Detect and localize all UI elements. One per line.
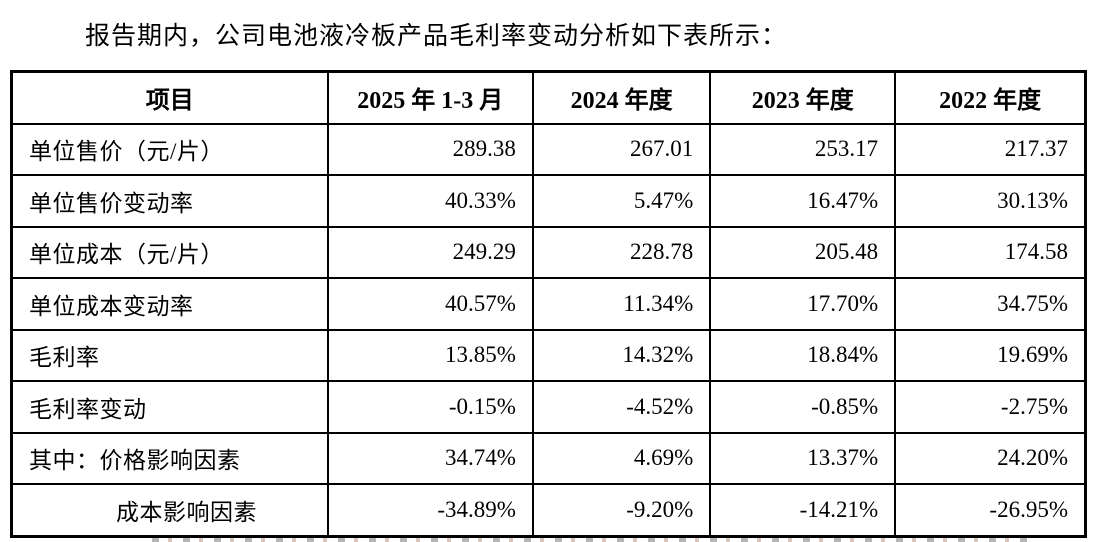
gross-margin-analysis-table: 项目 2025 年 1-3 月 2024 年度 2023 年度 2022 年度 … xyxy=(9,70,1088,538)
value-cell: -0.85% xyxy=(709,380,897,434)
value-cell: 228.78 xyxy=(531,225,712,279)
row-label: 单位成本（元/片） xyxy=(9,225,329,279)
value-cell: -34.89% xyxy=(326,483,534,538)
clipped-next-text-line xyxy=(152,538,1030,542)
value-cell: -4.52% xyxy=(531,380,712,434)
value-cell: 17.70% xyxy=(709,277,897,331)
table-row: 单位售价（元/片） 289.38 267.01 253.17 217.37 xyxy=(9,122,1088,176)
table-header-row: 项目 2025 年 1-3 月 2024 年度 2023 年度 2022 年度 xyxy=(9,70,1088,125)
value-cell: 11.34% xyxy=(531,277,712,331)
value-cell: -14.21% xyxy=(709,483,897,538)
value-cell: 40.57% xyxy=(326,277,534,331)
table-row: 单位成本（元/片） 249.29 228.78 205.48 174.58 xyxy=(9,225,1088,279)
value-cell: -0.15% xyxy=(326,380,534,434)
value-cell: 24.20% xyxy=(894,431,1088,485)
table-row: 其中：价格影响因素 34.74% 4.69% 13.37% 24.20% xyxy=(9,431,1088,485)
value-cell: -9.20% xyxy=(531,483,712,538)
value-cell: 174.58 xyxy=(894,225,1088,279)
table-row: 单位售价变动率 40.33% 5.47% 16.47% 30.13% xyxy=(9,174,1088,228)
intro-text: 报告期内，公司电池液冷板产品毛利率变动分析如下表所示： xyxy=(85,23,788,50)
value-cell: 249.29 xyxy=(326,225,534,279)
value-cell: 19.69% xyxy=(894,328,1088,382)
row-label: 单位成本变动率 xyxy=(9,277,329,331)
column-header-item: 项目 xyxy=(9,70,329,125)
row-label: 成本影响因素 xyxy=(9,483,329,538)
value-cell: 30.13% xyxy=(894,174,1088,228)
row-label: 单位售价（元/片） xyxy=(9,122,329,176)
value-cell: 4.69% xyxy=(531,431,712,485)
value-cell: -26.95% xyxy=(894,483,1088,538)
column-header-2024: 2024 年度 xyxy=(531,70,712,125)
value-cell: 34.74% xyxy=(326,431,534,485)
value-cell: 13.37% xyxy=(709,431,897,485)
row-label: 单位售价变动率 xyxy=(9,174,329,228)
table-row: 单位成本变动率 40.57% 11.34% 17.70% 34.75% xyxy=(9,277,1088,331)
value-cell: -2.75% xyxy=(894,380,1088,434)
value-cell: 13.85% xyxy=(326,328,534,382)
value-cell: 289.38 xyxy=(326,122,534,176)
row-label: 毛利率 xyxy=(9,328,329,382)
value-cell: 14.32% xyxy=(531,328,712,382)
row-label: 毛利率变动 xyxy=(9,380,329,434)
column-header-2022: 2022 年度 xyxy=(894,70,1088,125)
table-row: 成本影响因素 -34.89% -9.20% -14.21% -26.95% xyxy=(9,483,1088,538)
table-row: 毛利率变动 -0.15% -4.52% -0.85% -2.75% xyxy=(9,380,1088,434)
value-cell: 34.75% xyxy=(894,277,1088,331)
row-label: 其中：价格影响因素 xyxy=(9,431,329,485)
value-cell: 40.33% xyxy=(326,174,534,228)
value-cell: 16.47% xyxy=(709,174,897,228)
value-cell: 5.47% xyxy=(531,174,712,228)
table-row: 毛利率 13.85% 14.32% 18.84% 19.69% xyxy=(9,328,1088,382)
column-header-2023: 2023 年度 xyxy=(709,70,897,125)
value-cell: 267.01 xyxy=(531,122,712,176)
column-header-2025q1: 2025 年 1-3 月 xyxy=(326,70,534,125)
value-cell: 18.84% xyxy=(709,328,897,382)
value-cell: 217.37 xyxy=(894,122,1088,176)
value-cell: 253.17 xyxy=(709,122,897,176)
value-cell: 205.48 xyxy=(709,225,897,279)
